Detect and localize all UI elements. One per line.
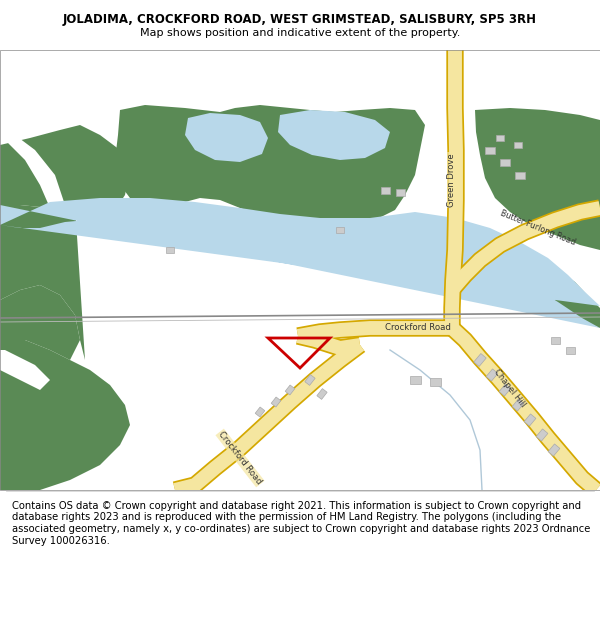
Text: Crockford Road: Crockford Road [217, 430, 263, 486]
Bar [317, 389, 327, 399]
Polygon shape [5, 135, 65, 215]
Bar [166, 247, 174, 253]
Bar [500, 159, 510, 166]
Bar [271, 397, 281, 407]
Bar [548, 444, 560, 456]
Bar [474, 354, 486, 366]
Polygon shape [0, 350, 50, 390]
Bar [255, 407, 265, 417]
Polygon shape [0, 285, 80, 360]
Polygon shape [278, 110, 390, 160]
Polygon shape [475, 108, 600, 250]
Bar [380, 186, 389, 194]
Text: JOLADIMA, CROCKFORD ROAD, WEST GRIMSTEAD, SALISBURY, SP5 3RH: JOLADIMA, CROCKFORD ROAD, WEST GRIMSTEAD… [63, 12, 537, 26]
Bar [285, 385, 295, 395]
Bar [551, 336, 560, 344]
Text: Contains OS data © Crown copyright and database right 2021. This information is : Contains OS data © Crown copyright and d… [12, 501, 590, 546]
Bar [305, 374, 315, 386]
Bar [409, 376, 421, 384]
Bar [499, 384, 511, 396]
Text: Butter Furlong Road: Butter Furlong Road [499, 209, 577, 248]
Polygon shape [185, 113, 268, 162]
Polygon shape [0, 335, 130, 490]
Bar [395, 189, 404, 196]
Bar [566, 346, 575, 354]
Bar [485, 146, 495, 154]
Polygon shape [0, 205, 85, 360]
Bar [430, 378, 440, 386]
Text: Green Drove: Green Drove [448, 153, 457, 207]
Bar [536, 429, 548, 441]
Text: Crockford Road: Crockford Road [385, 324, 451, 332]
Bar [486, 369, 498, 381]
Text: Chapel Hill: Chapel Hill [493, 368, 527, 409]
Polygon shape [0, 110, 130, 220]
Bar [524, 414, 536, 426]
Polygon shape [490, 250, 600, 328]
Bar [512, 399, 524, 411]
Text: Map shows position and indicative extent of the property.: Map shows position and indicative extent… [140, 28, 460, 38]
Bar [514, 142, 522, 148]
Bar [515, 171, 525, 179]
Bar [496, 135, 504, 141]
Polygon shape [0, 198, 600, 328]
Bar [336, 227, 344, 233]
Polygon shape [115, 105, 425, 225]
